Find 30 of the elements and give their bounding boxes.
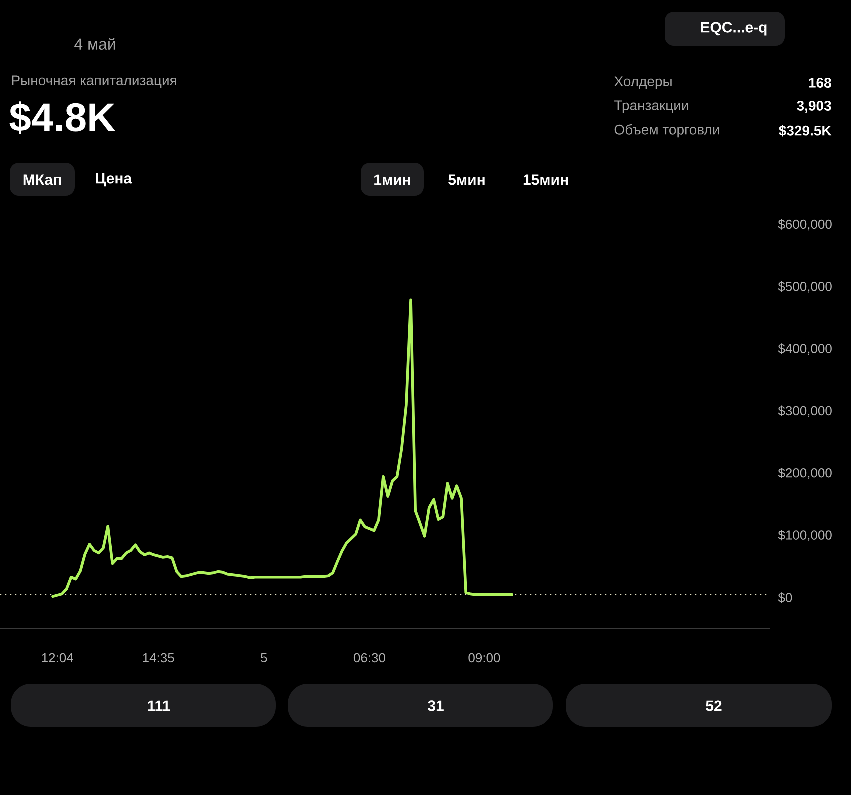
y-tick-label: $100,000 xyxy=(778,530,832,542)
text: 5мин xyxy=(448,174,485,186)
y-tick-label: $0 xyxy=(778,592,792,604)
y-tick-label: $200,000 xyxy=(778,468,832,480)
text: EQC...e-q xyxy=(701,22,767,36)
x-tick-label: 09:00 xyxy=(468,653,500,663)
text: 111 xyxy=(148,700,170,712)
chart-subtitle: $4.8K xyxy=(10,102,116,134)
y-tick-label: $600,000 xyxy=(778,219,832,231)
y-tick-label: $300,000 xyxy=(778,406,832,418)
x-tick-label: 06:30 xyxy=(354,653,386,663)
text: 52 xyxy=(706,700,722,712)
x-tick-label: 14:35 xyxy=(143,653,174,663)
text: $329.5K xyxy=(779,125,832,137)
text: 31 xyxy=(428,700,444,712)
text: Транзакции xyxy=(614,100,688,114)
y-tick-label: $500,000 xyxy=(778,282,832,293)
text: МКап xyxy=(24,174,62,186)
y-tick-label: $400,000 xyxy=(778,344,832,355)
text: 168 xyxy=(809,78,832,88)
x-tick-label: 5 xyxy=(261,653,268,663)
text: 15мин xyxy=(524,174,568,186)
text: Холдеры xyxy=(614,76,672,90)
text: 4 май xyxy=(74,38,116,50)
text: 1мин xyxy=(374,174,410,186)
text: Цена xyxy=(96,173,132,187)
text: Объем торговли xyxy=(614,124,720,138)
chart-title: Рыночная капитализация xyxy=(12,76,176,88)
text: 3,903 xyxy=(797,101,832,113)
x-tick-label: 12:04 xyxy=(42,653,74,663)
